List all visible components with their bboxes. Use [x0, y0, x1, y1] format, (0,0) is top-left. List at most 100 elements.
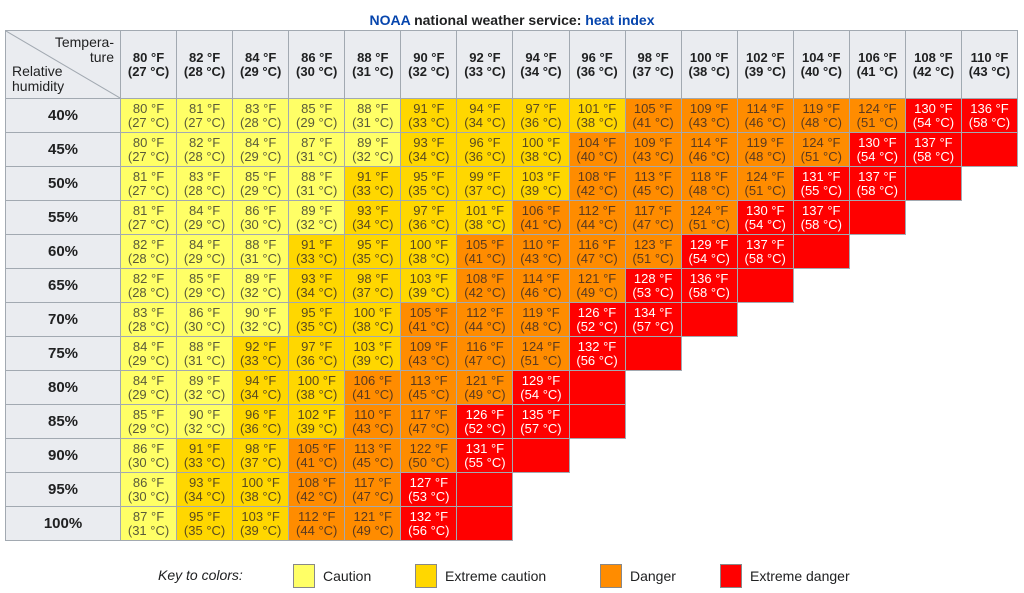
heat-f: 91 °F	[357, 168, 389, 184]
empty-cell	[961, 371, 1017, 405]
empty-cell	[625, 507, 681, 541]
temp-c: (29 °C)	[239, 63, 282, 79]
heat-f: 84 °F	[132, 372, 165, 388]
heat-index-cell: 119 °F (48 °C)	[736, 132, 794, 167]
heat-f: 86 °F	[245, 202, 277, 218]
empty-cell	[793, 303, 849, 337]
heat-c: (55 °C)	[800, 182, 842, 198]
heat-index-cell: 126 °F (52 °C)	[456, 404, 514, 439]
heat-f: 117 °F	[354, 474, 392, 490]
heat-index-cell: 91 °F (33 °C)	[288, 234, 346, 269]
heat-c: (28 °C)	[239, 114, 282, 130]
heat-f: 109 °F	[409, 338, 449, 354]
heat-index-cell: 104 °F (40 °C)	[568, 132, 626, 167]
noaa-link[interactable]: NOAA	[369, 12, 411, 28]
heat-c: (34 °C)	[183, 488, 226, 504]
heat-c: (31 °C)	[296, 148, 338, 164]
heat-f: 100 °F	[241, 474, 280, 490]
heat-index-cell: 124 °F (51 °C)	[792, 132, 850, 167]
heat-c: (48 °C)	[520, 318, 562, 334]
heat-f: 110 °F	[354, 406, 392, 422]
heat-c: (30 °C)	[127, 488, 170, 504]
heat-c: (44 °C)	[464, 318, 506, 334]
heat-f: 90 °F	[245, 304, 277, 320]
heat-f: 103 °F	[353, 338, 392, 354]
heat-f: 118 °F	[690, 168, 728, 184]
heat-f: 84 °F	[188, 202, 221, 218]
empty-cell	[961, 337, 1017, 371]
empty-cell	[961, 167, 1017, 201]
heat-index-cell: 118 °F (48 °C)	[680, 166, 738, 201]
heat-index-cell: 109 °F (43 °C)	[400, 336, 458, 371]
heat-f: 112 °F	[578, 202, 616, 218]
legend-swatch	[415, 564, 437, 588]
heat-f: 81 °F	[188, 100, 221, 116]
humidity-header: 90%	[5, 438, 121, 473]
heat-c: (49 °C)	[576, 284, 618, 300]
empty-cell	[737, 371, 793, 405]
heat-index-link[interactable]: heat index	[585, 12, 655, 28]
heat-index-cell: 85 °F (29 °C)	[288, 98, 346, 133]
humidity-header: 60%	[5, 234, 121, 269]
humidity-header: 100%	[5, 506, 121, 541]
heat-f: 82 °F	[132, 270, 165, 286]
temperature-header: 100 °F (38 °C)	[680, 30, 738, 99]
heat-c: (39 °C)	[520, 182, 562, 198]
heat-c: (41 °C)	[296, 454, 338, 470]
heat-c: (50 °C)	[408, 454, 450, 470]
empty-cell	[961, 269, 1017, 303]
heat-c: (47 °C)	[464, 352, 506, 368]
heat-c: (32 °C)	[239, 284, 282, 300]
temp-f: 104 °F	[802, 49, 841, 65]
heat-index-cell: 130 °F (54 °C)	[848, 132, 906, 167]
heat-f: 132 °F	[409, 508, 449, 524]
extreme-danger-filler-cell	[568, 370, 626, 405]
heat-index-cell: 94 °F (34 °C)	[456, 98, 514, 133]
heat-index-cell: 82 °F (28 °C)	[119, 268, 178, 303]
heat-f: 81 °F	[132, 202, 165, 218]
heat-c: (51 °C)	[688, 216, 730, 232]
heat-c: (54 °C)	[688, 250, 730, 266]
heat-index-cell: 101 °F (38 °C)	[456, 200, 514, 235]
heat-f: 105 °F	[297, 440, 336, 456]
empty-cell	[737, 473, 793, 507]
heat-index-cell: 83 °F (28 °C)	[176, 166, 234, 201]
legend-item: Caution	[293, 564, 371, 588]
heat-index-cell: 137 °F (58 °C)	[904, 132, 962, 167]
temp-c: (31 °C)	[352, 63, 394, 79]
heat-c: (54 °C)	[912, 114, 955, 130]
heat-c: (36 °C)	[464, 148, 506, 164]
temp-c: (32 °C)	[408, 63, 450, 79]
heat-index-cell: 110 °F (43 °C)	[512, 234, 570, 269]
heat-index-cell: 84 °F (29 °C)	[119, 336, 178, 371]
heat-f: 91 °F	[301, 236, 333, 252]
heat-f: 108 °F	[577, 168, 617, 184]
legend-item: Danger	[600, 564, 676, 588]
table-row: 95% 86 °F (30 °C) 93 °F (34 °C) 100 °F (38 °C)…	[5, 472, 1018, 507]
empty-cell	[905, 201, 961, 235]
heat-index-cell: 135 °F (57 °C)	[512, 404, 570, 439]
heat-f: 105 °F	[633, 100, 673, 116]
heat-index-cell: 84 °F (29 °C)	[119, 370, 178, 405]
heat-c: (32 °C)	[239, 318, 282, 334]
heat-c: (51 °C)	[800, 148, 842, 164]
table-row: 80% 84 °F (29 °C) 89 °F (32 °C) 94 °F (34 °C) 1…	[5, 370, 1018, 405]
heat-f: 83 °F	[245, 100, 277, 116]
heat-index-cell: 89 °F (32 °C)	[344, 132, 402, 167]
heat-index-cell: 89 °F (32 °C)	[176, 370, 234, 405]
heat-f: 105 °F	[409, 304, 449, 320]
extreme-danger-filler-cell	[568, 404, 626, 439]
heat-index-cell: 109 °F (43 °C)	[680, 98, 738, 133]
heat-f: 86 °F	[188, 304, 221, 320]
empty-cell	[681, 473, 737, 507]
table-row: 85% 85 °F (29 °C) 90 °F (32 °C) 96 °F (36 °C) 1…	[5, 404, 1018, 439]
empty-cell	[681, 371, 737, 405]
heat-f: 126 °F	[465, 406, 505, 422]
heat-c: (38 °C)	[408, 250, 450, 266]
heat-c: (34 °C)	[408, 148, 450, 164]
heat-f: 121 °F	[353, 508, 392, 524]
temp-c: (27 °C)	[127, 63, 170, 79]
empty-cell	[513, 507, 569, 541]
heat-c: (37 °C)	[239, 454, 282, 470]
heat-f: 96 °F	[245, 406, 277, 422]
